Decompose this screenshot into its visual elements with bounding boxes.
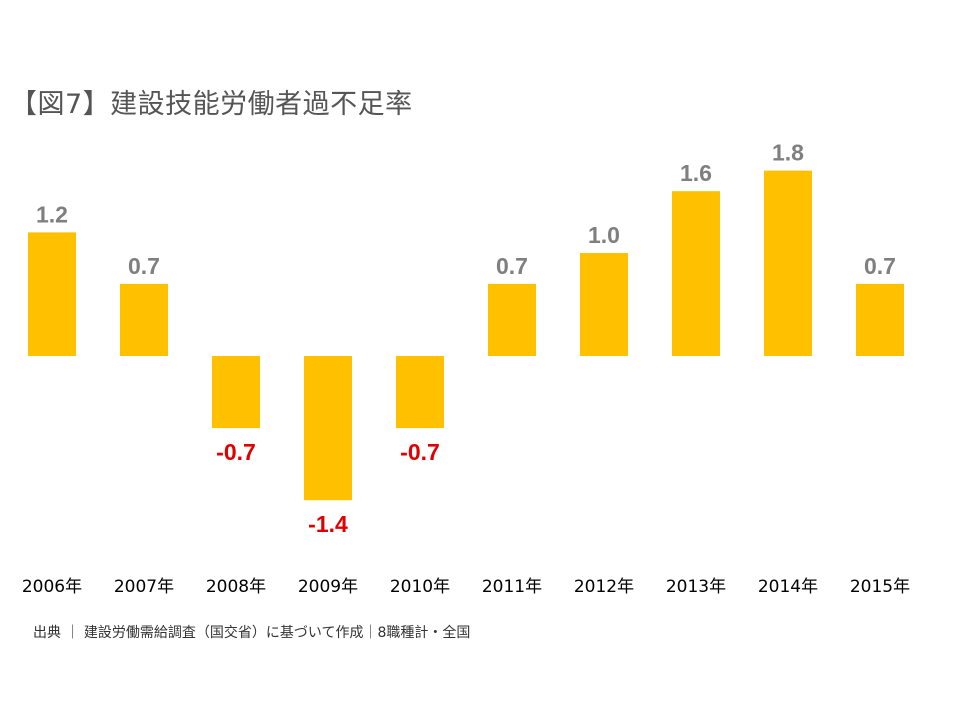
category-label: 2009年	[298, 577, 358, 597]
value-label: 1.2	[36, 201, 68, 227]
category-label: 2007年	[114, 577, 174, 597]
source-note: 出典 ｜ 建設労働需給調査（国交省）に基づいて作成｜8職種計・全国	[33, 625, 471, 641]
category-label: 2013年	[666, 577, 726, 597]
bars-layer	[28, 170, 904, 501]
value-label: 1.0	[588, 222, 620, 248]
bar-2006年	[28, 232, 76, 356]
category-labels-layer: 2006年 2007年 2008年 2009年 2010年 2011年 2012年 2013年…	[22, 577, 910, 597]
bar-2010年	[396, 356, 444, 429]
bar-2011年	[488, 283, 536, 356]
bar-2007年	[120, 283, 168, 356]
bar-2008年	[212, 356, 260, 429]
value-label: 0.7	[128, 253, 160, 279]
category-label: 2008年	[206, 577, 266, 597]
bar-2012年	[580, 253, 628, 356]
value-label: 1.8	[772, 140, 804, 166]
category-label: 2006年	[22, 577, 82, 597]
value-label: 0.7	[864, 253, 896, 279]
value-label: -0.7	[216, 439, 256, 465]
category-label: 2011年	[482, 577, 542, 597]
category-label: 2015年	[850, 577, 910, 597]
value-labels-layer: 1.2 0.7 -0.7 -1.4 -0.7 0.7 1.0 1.6 1.8 0.7	[36, 140, 896, 538]
category-label: 2014年	[758, 577, 818, 597]
value-label: -1.4	[308, 511, 348, 537]
bar-2015年	[856, 283, 904, 356]
category-label: 2012年	[574, 577, 634, 597]
bar-2009年	[304, 356, 352, 501]
value-label: -0.7	[400, 439, 440, 465]
bar-2014年	[764, 170, 812, 356]
bar-2013年	[672, 191, 720, 356]
value-label: 1.6	[680, 160, 712, 186]
value-label: 0.7	[496, 253, 528, 279]
chart-title: 【図7】建設技能労働者過不足率	[10, 89, 413, 120]
category-label: 2010年	[390, 577, 450, 597]
